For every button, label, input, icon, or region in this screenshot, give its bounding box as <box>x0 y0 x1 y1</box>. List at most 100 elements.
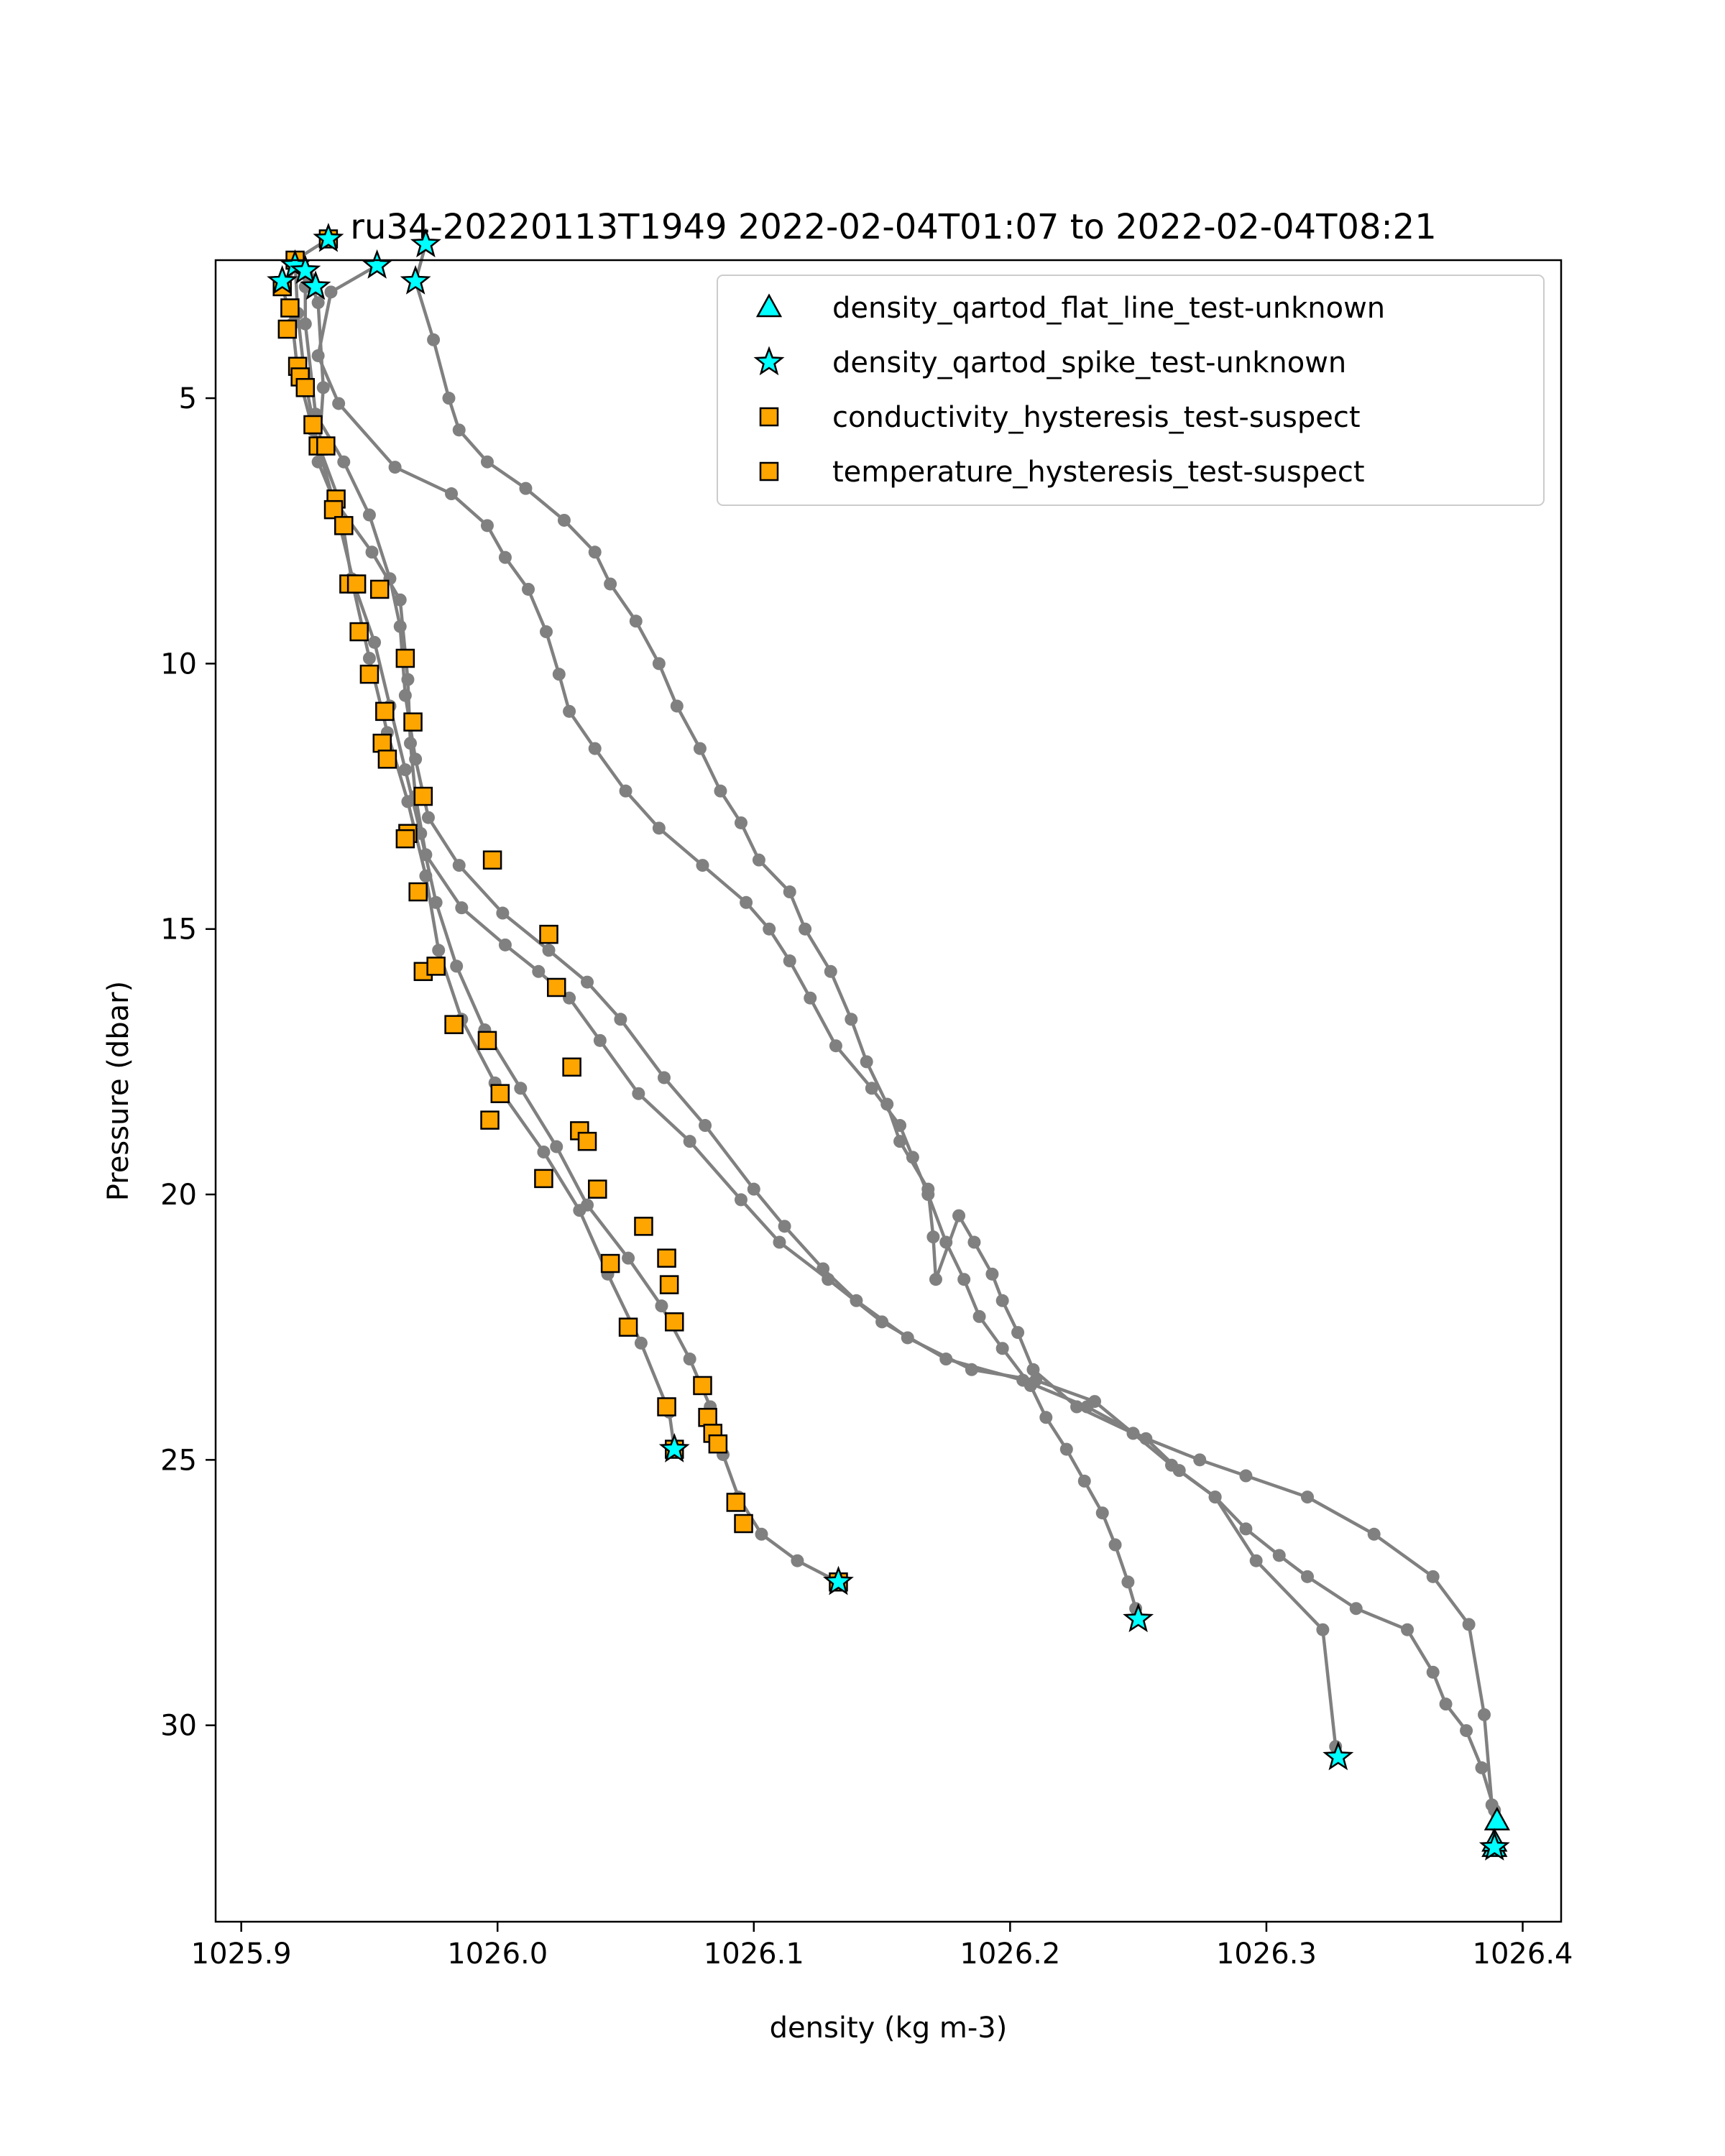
flag-marker-square <box>588 1179 607 1199</box>
flag-marker-square <box>408 882 428 902</box>
profile-point <box>972 1309 986 1323</box>
flag-marker-star <box>362 249 393 279</box>
profile-point <box>773 1235 786 1249</box>
legend-marker-triangle <box>755 293 783 318</box>
legend-item: density_qartod_spike_test-unknown <box>753 346 1346 379</box>
legend-label: temperature_hysteresis_test-suspect <box>832 456 1365 489</box>
flag-marker-triangle <box>1484 1807 1510 1830</box>
profile-point <box>1426 1665 1440 1679</box>
y-tick-label: 10 <box>160 648 197 681</box>
x-tick-label: 1026.4 <box>1473 1938 1573 1971</box>
profile-series-4 <box>409 237 1501 1854</box>
profile-point <box>1024 1378 1037 1392</box>
profile-point <box>929 1273 942 1286</box>
flag-marker-square <box>349 622 369 642</box>
legend-marker-star <box>753 346 785 376</box>
profile-point <box>655 1299 668 1313</box>
flag-marker-square <box>375 701 395 722</box>
profile-point <box>1121 1575 1135 1589</box>
profile-point <box>683 1353 696 1366</box>
profile-point <box>332 397 346 410</box>
profile-point <box>1095 1506 1109 1520</box>
profile-point <box>1249 1554 1263 1567</box>
flag-marker-square <box>539 924 558 944</box>
chart-title: ru34-20220113T1949 2022-02-04T01:07 to 2… <box>350 207 1437 247</box>
profile-point <box>542 944 556 957</box>
flag-marker-star <box>410 228 441 258</box>
profile-point <box>445 487 459 501</box>
profile-point <box>957 1273 971 1286</box>
legend-item: conductivity_hysteresis_test-suspect <box>759 401 1361 434</box>
profile-point <box>498 550 512 564</box>
profile-point <box>865 1082 878 1095</box>
profile-point <box>581 1198 594 1212</box>
profile-point <box>563 991 576 1005</box>
flag-marker-square <box>413 786 433 806</box>
profile-point <box>1088 1395 1102 1409</box>
profile-point <box>1485 1798 1499 1812</box>
x-tick-label: 1026.0 <box>447 1938 548 1971</box>
profile-point <box>699 1119 712 1133</box>
profile-point <box>952 1209 966 1222</box>
legend-item: temperature_hysteresis_test-suspect <box>759 456 1365 489</box>
profile-point <box>622 1251 635 1265</box>
profile-point <box>1300 1491 1314 1504</box>
flag-marker-star <box>290 254 321 284</box>
profile-point <box>752 853 765 867</box>
profile-point <box>1367 1527 1381 1541</box>
profile-point <box>432 944 446 957</box>
flag-marker-square <box>618 1317 638 1337</box>
flag-marker-square <box>477 1031 497 1051</box>
profile-point <box>824 964 837 978</box>
legend-label: conductivity_hysteresis_test-suspect <box>832 401 1361 434</box>
flag-marker-square <box>334 516 354 535</box>
profile-point <box>522 582 535 596</box>
profile-point <box>683 1135 696 1148</box>
profile-point <box>442 392 456 405</box>
profile-point <box>496 906 510 920</box>
profile-point <box>747 1182 760 1196</box>
profile-point <box>1439 1697 1453 1711</box>
profile-point <box>550 1140 564 1153</box>
profile-point <box>778 1220 791 1233</box>
profile-point <box>652 657 666 671</box>
profile-point <box>388 461 402 474</box>
flag-marker-square <box>634 1217 653 1236</box>
profile-point <box>1039 1411 1053 1424</box>
profile-point <box>926 1230 940 1244</box>
profile-point <box>734 816 748 829</box>
flag-marker-square <box>570 1121 589 1141</box>
profile-point <box>393 593 407 607</box>
profile-point <box>398 763 412 777</box>
profile-point <box>734 1193 748 1207</box>
profile-point <box>845 1013 858 1026</box>
flag-marker-square <box>444 1015 464 1034</box>
profile-point <box>1026 1363 1040 1376</box>
profile-point <box>450 959 464 973</box>
profile-point <box>783 954 796 968</box>
flag-marker-square <box>577 1131 597 1151</box>
profile-point <box>1349 1602 1363 1616</box>
profile-point <box>298 317 312 331</box>
y-tick-label: 25 <box>160 1444 197 1477</box>
y-tick-label: 5 <box>179 382 197 415</box>
profile-point <box>1300 1570 1314 1583</box>
profile-point <box>409 752 423 766</box>
profile-point <box>740 895 753 909</box>
legend-marker-square <box>759 461 779 482</box>
profile-point <box>658 1071 671 1084</box>
x-tick-label: 1026.2 <box>960 1938 1060 1971</box>
legend: density_qartod_flat_line_test-unknownden… <box>717 275 1545 506</box>
profile-point <box>614 1013 627 1026</box>
profile-point <box>557 513 571 527</box>
profile-point <box>588 742 602 755</box>
profile-point <box>619 784 632 798</box>
flag-marker-square <box>303 415 323 435</box>
profile-point <box>1108 1538 1122 1552</box>
flag-marker-star <box>400 264 431 295</box>
profile-point <box>316 381 330 395</box>
profile-point <box>901 1331 914 1345</box>
plot-frame <box>214 259 1563 1923</box>
y-tick-label: 30 <box>160 1710 197 1743</box>
flag-marker-square <box>280 298 300 318</box>
